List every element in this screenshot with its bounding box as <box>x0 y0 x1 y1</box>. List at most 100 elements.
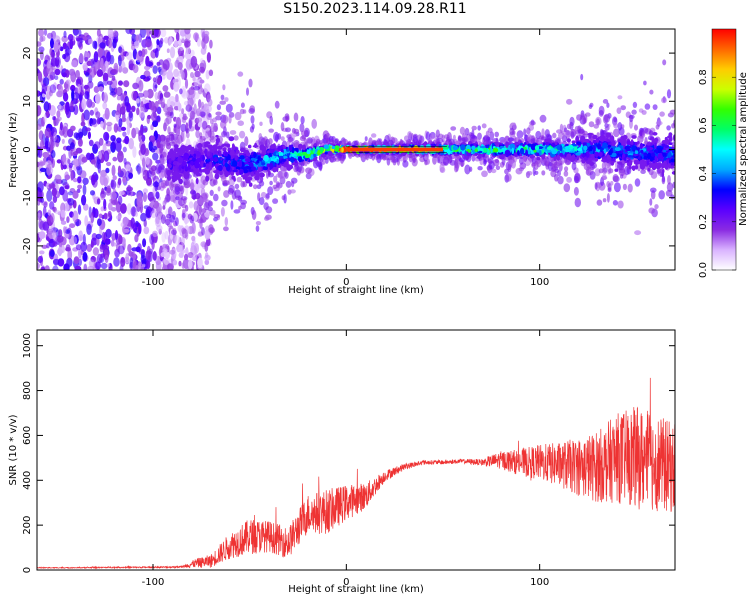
spectrogram-cell <box>618 167 626 177</box>
spectrogram-cell <box>125 164 131 172</box>
spectrogram-cell <box>48 228 55 240</box>
spectrogram-cell <box>269 180 273 186</box>
spectrogram-cell <box>485 130 490 137</box>
spectrogram-cell <box>605 139 612 142</box>
spectrogram-cell <box>477 125 482 131</box>
spectrogram-cell <box>156 39 160 46</box>
spectrogram-cell <box>612 174 619 182</box>
spectrogram-cell <box>43 29 48 36</box>
spectrogram-cell <box>103 150 110 162</box>
spectrogram-cell <box>613 122 619 129</box>
spectrogram-cell <box>52 241 58 247</box>
spectrogram-cell <box>109 91 116 96</box>
spectrogram-cell <box>255 225 260 232</box>
spectrogram-cell <box>168 96 176 102</box>
spectrogram-cell <box>390 156 396 163</box>
spectrogram-cell <box>140 124 144 136</box>
spectrogram-cell <box>86 60 92 67</box>
spectrogram-cell <box>172 259 178 266</box>
spectrogram-cell <box>59 78 64 85</box>
spectrogram-cell <box>407 140 411 146</box>
spectrogram-cell <box>93 208 99 219</box>
spectrogram-cell <box>481 123 487 129</box>
spectrogram-cell <box>61 35 68 43</box>
spectrogram-cell <box>178 252 184 258</box>
spectrogram-cell <box>200 101 205 109</box>
spectrogram-cell <box>90 212 95 224</box>
spectrogram-cell <box>110 191 117 200</box>
spectrogram-cell <box>240 202 247 210</box>
spectrogram-cell <box>160 97 165 107</box>
spectrogram-cell <box>147 114 152 120</box>
spectrogram-cell <box>272 198 279 204</box>
spectrogram-cell <box>289 189 296 194</box>
spectrogram-cell <box>205 175 210 182</box>
spectrogram-cell <box>156 77 161 86</box>
spectrogram-cell <box>505 173 512 182</box>
spectrogram-cell <box>491 168 497 174</box>
spectrogram-cell <box>63 30 67 38</box>
spectrogram-cell <box>49 249 55 258</box>
spectrogram-cell <box>38 231 46 240</box>
spectrogram-cell <box>175 196 180 201</box>
spectrogram-cell <box>103 131 110 141</box>
spectrogram-cell <box>512 122 517 130</box>
spectrogram-cell <box>602 169 607 175</box>
spectrogram-cell <box>526 170 533 176</box>
spectrogram-cell <box>54 75 59 80</box>
spectrogram-cell <box>621 139 626 146</box>
spectrogram-cell <box>539 114 547 123</box>
spectrogram-cell <box>112 30 118 38</box>
spectrogram-cell <box>495 165 501 171</box>
spectrogram-cell <box>166 175 172 181</box>
spectrogram-cell <box>159 134 166 142</box>
spectrogram-cell <box>187 259 193 270</box>
spectrogram-cell <box>123 157 127 165</box>
spectrogram-cell <box>453 164 459 173</box>
spectrogram-cell <box>196 117 203 123</box>
spectrogram-cell <box>104 254 109 264</box>
spectrogram-cell <box>617 200 624 209</box>
spectrogram-cell <box>519 162 527 170</box>
spectrogram-cell <box>125 51 133 60</box>
spectrogram-cell <box>174 185 181 195</box>
spectrogram-cell <box>58 229 63 238</box>
spectrogram-cell <box>182 228 188 239</box>
spectrogram-cell <box>666 182 674 193</box>
spectrogram-cell <box>59 121 63 131</box>
spectrogram-cell <box>199 138 204 144</box>
spectrogram-cell <box>55 117 60 124</box>
spectrogram-cell <box>105 121 113 127</box>
spectrogram-cell <box>259 121 263 127</box>
spectrogram-cell <box>632 101 638 108</box>
spectrogram-cell <box>566 123 572 130</box>
spectrogram-cell <box>175 217 179 227</box>
spectrogram-cell <box>131 105 136 113</box>
spectrogram-cell <box>38 218 43 230</box>
spectrogram-cell <box>100 253 105 258</box>
spectrogram-cell <box>121 117 127 123</box>
spectrogram-cell <box>171 156 175 161</box>
spectrogram-cell <box>209 130 215 141</box>
spectrogram-cell <box>190 72 194 78</box>
spectrogram-cell <box>585 112 591 117</box>
spectrogram-cell <box>125 29 133 35</box>
spectrogram-cell <box>566 176 572 183</box>
spectrogram-cell <box>197 122 204 128</box>
spectrogram-cell <box>668 142 673 146</box>
spectrogram-cell <box>118 80 123 86</box>
spectrogram-cell <box>37 262 40 269</box>
spectrogram-cell <box>494 131 500 138</box>
spectrogram-cell <box>155 215 160 225</box>
spectrogram-cell <box>617 122 623 131</box>
spectrogram-cell <box>100 206 105 212</box>
spectrogram-cell <box>483 159 487 165</box>
spectrogram-cell <box>574 157 582 163</box>
spectrogram-cell <box>234 111 242 121</box>
spectrogram-cell <box>69 223 76 229</box>
spectrogram-cell <box>408 152 413 163</box>
spectrogram-cell <box>142 192 147 203</box>
spectrogram-cell <box>607 187 612 193</box>
spectrogram-cell <box>120 256 126 268</box>
spectrogram-cell <box>156 202 162 214</box>
